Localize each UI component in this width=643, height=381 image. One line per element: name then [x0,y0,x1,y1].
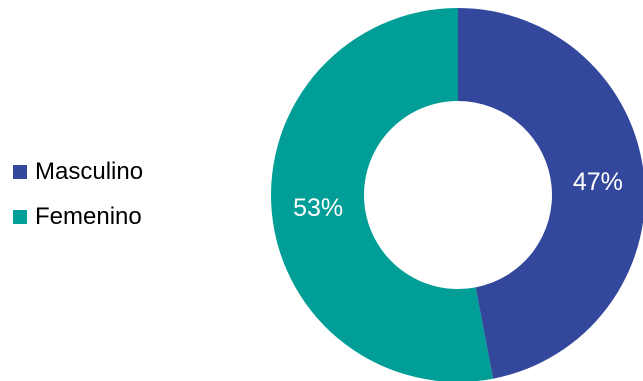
donut-slice-masculino [458,8,643,379]
legend-swatch-masculino [13,164,27,179]
data-label-femenino: 53% [293,194,343,222]
legend-item-femenino: Femenino [13,199,143,234]
legend-item-masculino: Masculino [13,154,143,189]
legend-label-femenino: Femenino [35,202,142,230]
data-label-masculino: 47% [573,168,623,196]
legend-swatch-femenino [13,209,27,224]
legend: Masculino Femenino [13,154,143,244]
donut-slice-femenino [271,8,494,381]
legend-label-masculino: Masculino [35,157,144,185]
